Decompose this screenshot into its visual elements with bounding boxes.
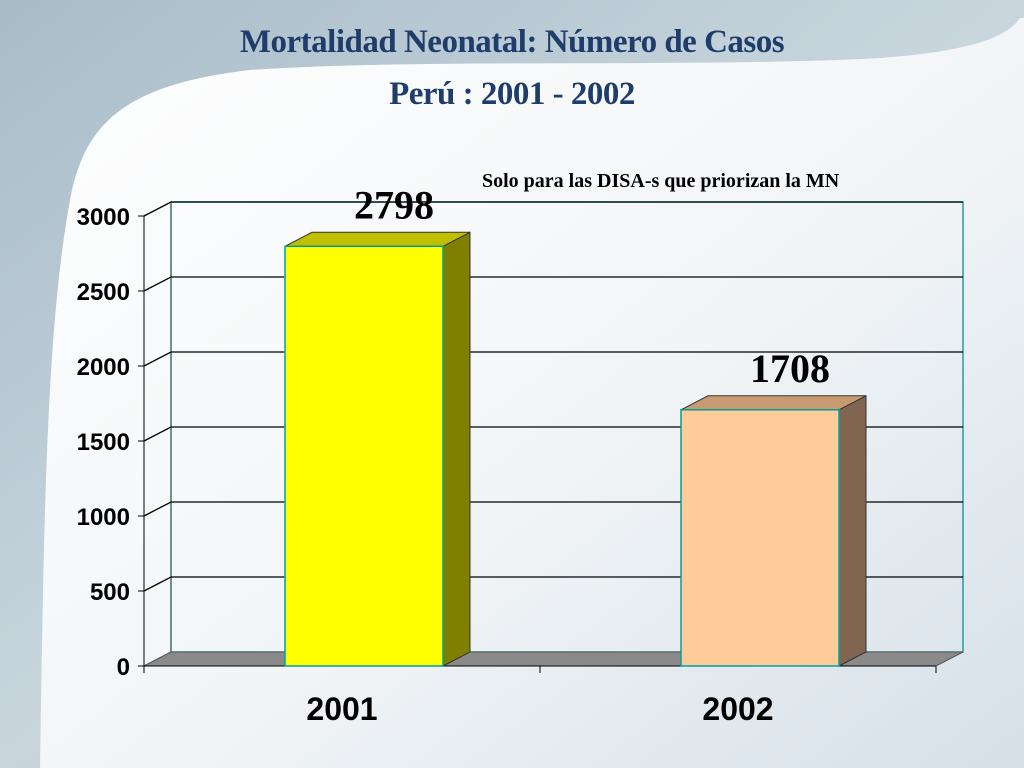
y-tick-label: 1500 — [77, 429, 130, 456]
y-tick-label: 0 — [117, 654, 130, 681]
bar-side-2002 — [838, 394, 867, 667]
bar-top-2001 — [284, 231, 471, 247]
gridline — [143, 276, 963, 292]
y-tick-label: 1000 — [77, 504, 130, 531]
x-tick-label-2001: 2001 — [306, 691, 377, 727]
data-label-2001: 2798 — [354, 182, 434, 227]
y-tick-label: 2500 — [77, 279, 130, 306]
labels: 0 500 1000 1500 2000 2500 3000 2798 2001 1708 2002 — [77, 182, 830, 727]
chart-annotation: Solo para las DISA-s que priorizan la MN — [482, 170, 840, 192]
x-tick-label-2002: 2002 — [702, 691, 773, 727]
bar-2002 — [680, 409, 840, 667]
bar-top-2002 — [680, 395, 867, 411]
bar-side-2001 — [442, 231, 471, 667]
data-label-2002: 1708 — [750, 346, 830, 391]
chart-title-line-1: Mortalidad Neonatal: Número de Casos — [239, 24, 785, 60]
y-tick-label: 500 — [90, 579, 130, 606]
gridline — [143, 201, 963, 217]
bar-2001 — [284, 245, 444, 667]
y-tick-label: 3000 — [77, 204, 130, 231]
y-tick-label: 2000 — [77, 354, 130, 381]
chart-title-line-2: Perú : 2001 - 2002 — [389, 76, 635, 112]
bars — [284, 231, 867, 667]
gridline — [143, 351, 963, 367]
